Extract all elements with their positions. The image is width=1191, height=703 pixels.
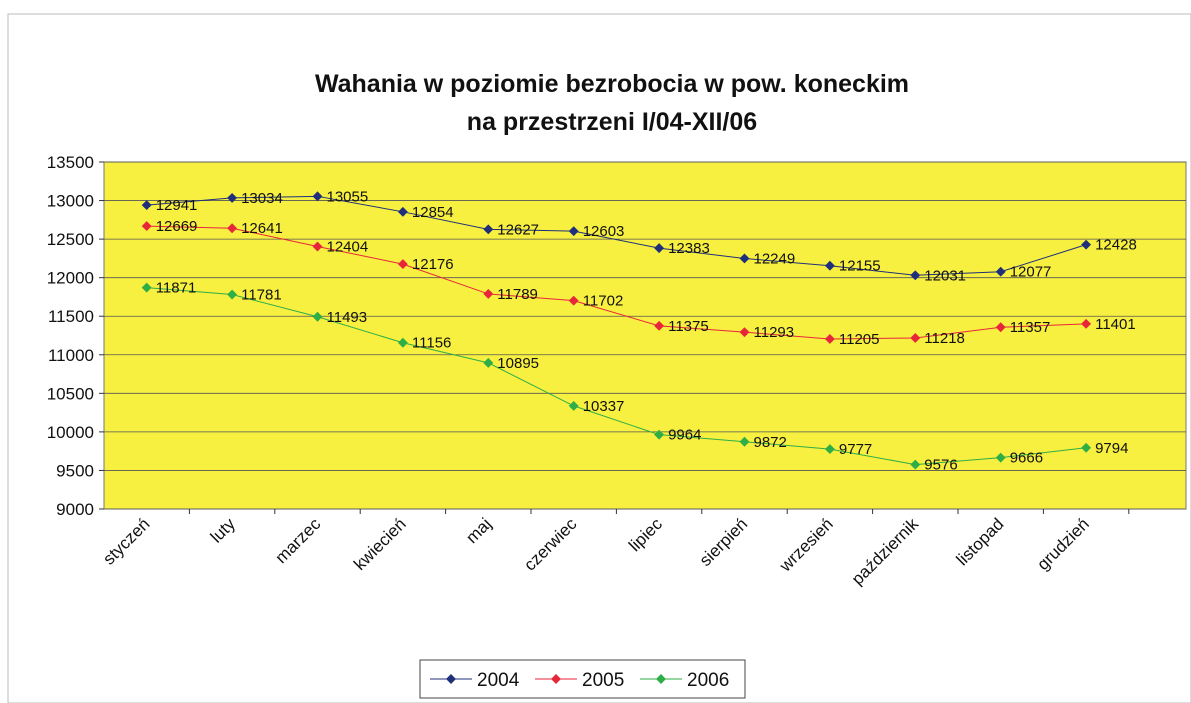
data-point	[654, 243, 665, 254]
data-point	[141, 282, 152, 293]
data-label: 9576	[924, 457, 957, 474]
data-point	[1081, 442, 1092, 453]
data-label: 11493	[327, 309, 368, 326]
data-label: 13055	[327, 188, 369, 205]
data-label: 11702	[583, 293, 624, 310]
data-label: 12176	[412, 256, 454, 273]
data-label: 12603	[583, 223, 625, 240]
data-point	[568, 295, 579, 306]
data-label: 12404	[327, 239, 369, 256]
y-tick-label: 11500	[48, 307, 94, 326]
data-point	[227, 192, 238, 203]
data-label: 12627	[497, 221, 539, 238]
data-point	[312, 191, 323, 202]
data-point	[568, 400, 579, 411]
data-label: 11375	[668, 318, 709, 335]
data-point	[910, 333, 921, 343]
y-tick-label: 13000	[47, 192, 94, 211]
y-tick-label: 10500	[47, 384, 94, 403]
series-line	[146, 287, 1087, 466]
data-label: 9666	[1010, 450, 1043, 467]
data-label: 12669	[156, 218, 198, 235]
data-label: 9964	[668, 427, 701, 444]
data-point	[312, 241, 323, 252]
data-label: 12941	[156, 197, 198, 214]
data-point	[824, 260, 835, 271]
data-point	[483, 224, 494, 235]
data-point	[739, 436, 750, 447]
data-label: 12249	[754, 250, 796, 267]
data-label: 11156	[412, 335, 452, 352]
y-tick-label: 11000	[48, 346, 94, 365]
data-label: 11293	[754, 324, 795, 341]
y-tick-label: 10000	[47, 423, 94, 442]
data-label: 10895	[497, 355, 539, 372]
data-label: 11205	[839, 331, 880, 348]
data-label: 11781	[241, 287, 282, 304]
data-label: 12854	[412, 204, 454, 221]
data-label: 11871	[156, 280, 197, 297]
data-point	[483, 288, 494, 299]
data-point	[1081, 239, 1092, 250]
data-label: 11401	[1095, 316, 1136, 333]
data-point	[141, 221, 152, 232]
legend-label: 2004	[477, 670, 520, 691]
data-point	[483, 357, 494, 368]
data-label: 12428	[1095, 237, 1137, 254]
data-point	[739, 327, 750, 338]
data-label: 11218	[924, 330, 965, 347]
data-label: 12155	[839, 258, 881, 275]
data-point	[654, 320, 665, 331]
data-label: 11789	[497, 286, 538, 303]
chart-subtitle: na przestrzeni I/04-XII/06	[467, 108, 757, 136]
legend-box	[419, 659, 746, 699]
legend-marker	[446, 674, 456, 684]
data-point	[397, 259, 408, 270]
data-point	[824, 444, 835, 455]
y-tick-label: 12000	[47, 269, 94, 288]
y-tick-label: 12500	[47, 230, 94, 249]
chart-title: Wahania w poziomie bezrobocia w pow. kon…	[315, 70, 909, 98]
legend-marker	[551, 674, 561, 684]
data-point	[312, 311, 323, 322]
data-point	[654, 429, 665, 440]
data-point	[141, 200, 152, 211]
data-label: 9794	[1095, 440, 1128, 457]
plot-area	[103, 161, 1187, 510]
data-point	[995, 266, 1006, 277]
data-label: 13034	[241, 190, 283, 207]
data-point	[910, 270, 921, 281]
data-point	[227, 223, 238, 234]
data-label: 12031	[924, 267, 966, 284]
series-line	[146, 225, 1087, 340]
data-point	[397, 337, 408, 348]
series-line	[146, 195, 1087, 276]
data-point	[739, 253, 750, 264]
data-label: 9777	[839, 441, 872, 458]
y-tick-label: 9000	[56, 500, 94, 519]
legend-marker	[656, 674, 666, 684]
data-point	[397, 206, 408, 217]
data-point	[910, 459, 921, 470]
data-label: 9872	[754, 434, 787, 451]
data-point	[824, 334, 835, 344]
data-point	[995, 452, 1006, 463]
data-label: 12641	[241, 220, 283, 237]
data-label: 12077	[1010, 264, 1052, 281]
data-point	[1081, 318, 1092, 329]
y-tick-label: 13500	[47, 153, 94, 172]
data-point	[995, 322, 1006, 333]
data-point	[227, 289, 238, 300]
data-point	[568, 226, 579, 237]
legend-label: 2005	[582, 670, 624, 691]
data-label: 12383	[668, 240, 710, 257]
data-label: 10337	[583, 398, 625, 415]
data-label: 11357	[1010, 319, 1051, 336]
legend-label: 2006	[687, 670, 729, 691]
y-tick-label: 9500	[56, 461, 94, 480]
